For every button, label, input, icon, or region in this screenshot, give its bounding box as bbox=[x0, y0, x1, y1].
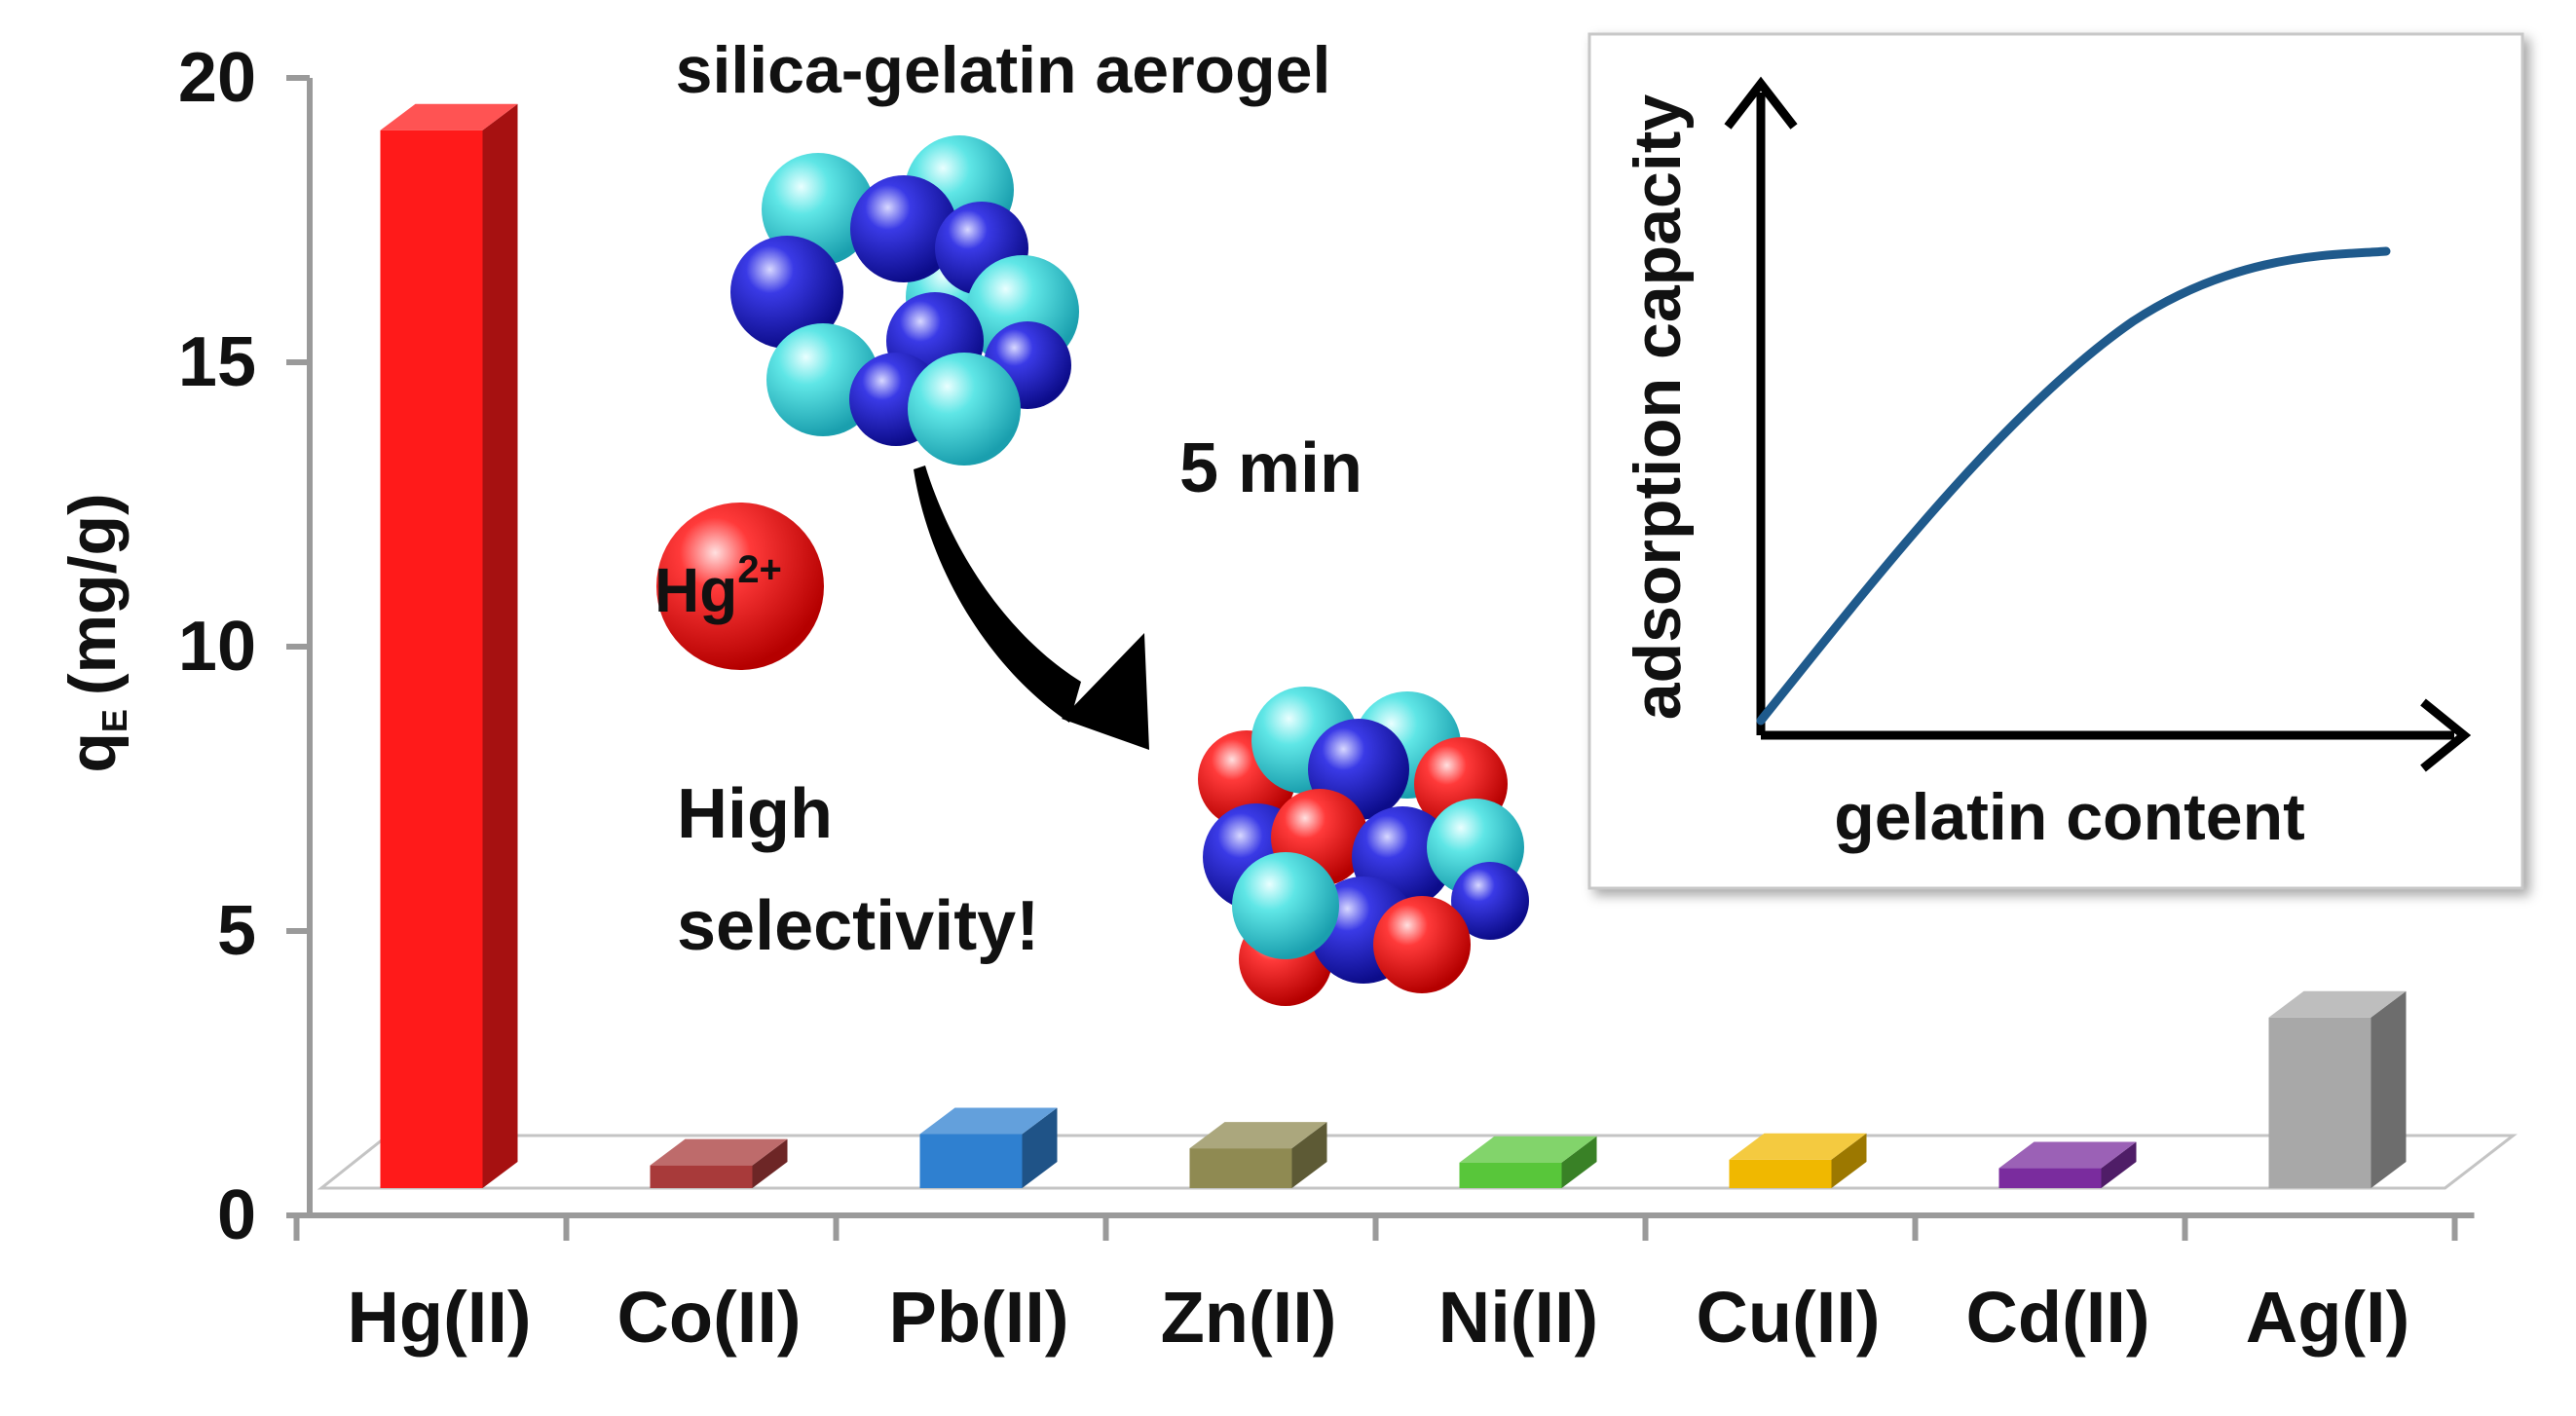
bar-top bbox=[1729, 1133, 1867, 1160]
hg-ion-symbol: Hg bbox=[654, 555, 737, 625]
x-tick-label: Hg(II) bbox=[347, 1277, 531, 1358]
axes: 0 5 10 15 20 bbox=[178, 39, 2518, 1254]
category-labels: Hg(II) Co(II) Pb(II) Zn(II) Ni(II) Cu(II) Cd(I… bbox=[347, 1277, 2409, 1358]
time-label: 5 min bbox=[1179, 429, 1363, 507]
hg-ion-label: Hg2+ bbox=[654, 548, 782, 625]
bar-side bbox=[1291, 1122, 1327, 1188]
x-tick-label: Cd(II) bbox=[1965, 1277, 2149, 1358]
bar-front bbox=[1729, 1159, 1832, 1188]
bar-Cd(II) bbox=[1998, 1141, 2137, 1188]
hg-ion: Hg2+ bbox=[654, 503, 824, 670]
bar-front bbox=[1459, 1162, 1562, 1188]
bar-side bbox=[482, 103, 518, 1188]
bars bbox=[380, 103, 2407, 1188]
blue-sphere bbox=[1451, 862, 1529, 940]
bar-Ag(I) bbox=[2268, 990, 2407, 1188]
y-axis-label-symbol: q bbox=[56, 732, 130, 773]
inset-frame bbox=[1587, 32, 2524, 890]
arrow-body bbox=[914, 466, 1081, 723]
x-tick-label: Ni(II) bbox=[1438, 1277, 1598, 1358]
bar-Zn(II) bbox=[1189, 1122, 1327, 1188]
bar-front bbox=[919, 1134, 1023, 1188]
hg-ion-sphere bbox=[656, 503, 824, 670]
bar-side bbox=[1022, 1107, 1058, 1188]
cyan-sphere bbox=[1232, 852, 1339, 959]
y-tick-label: 20 bbox=[178, 39, 256, 117]
inset-chart: gelatin content adsorption capacity bbox=[1587, 32, 2524, 890]
bar-front bbox=[380, 130, 483, 1188]
bar-front bbox=[2268, 1017, 2371, 1188]
inset-curve bbox=[1756, 246, 2391, 726]
bar-Cu(II) bbox=[1729, 1133, 1867, 1188]
blue-sphere bbox=[730, 236, 843, 349]
x-tick-label: Pb(II) bbox=[889, 1277, 1069, 1358]
bar-Co(II) bbox=[650, 1138, 788, 1188]
bar-Hg(II) bbox=[380, 103, 518, 1188]
aerogel-hg-cluster-icon bbox=[1198, 687, 1529, 1006]
y-tick-label: 5 bbox=[217, 892, 256, 970]
y-axis-label-unit: (mg/g) bbox=[56, 493, 130, 695]
inset-x-arrow-icon bbox=[2420, 698, 2472, 772]
bar-side bbox=[752, 1138, 788, 1188]
bar-side bbox=[2371, 990, 2407, 1188]
y-axis-label-subscript: E bbox=[94, 709, 134, 732]
x-tick-label: Co(II) bbox=[616, 1277, 801, 1358]
bar-top bbox=[1998, 1141, 2137, 1169]
bar-side bbox=[2101, 1141, 2137, 1188]
bar-top bbox=[919, 1107, 1058, 1135]
y-axis-label: qE (mg/g) bbox=[56, 493, 134, 772]
bar-top bbox=[1189, 1122, 1327, 1149]
curved-arrow-icon bbox=[914, 466, 1149, 750]
bar-front bbox=[1998, 1168, 2102, 1188]
bar-front bbox=[1189, 1148, 1292, 1188]
bar-top bbox=[650, 1138, 788, 1166]
inset-x-label: gelatin content bbox=[1834, 780, 2305, 854]
bar-front bbox=[650, 1165, 753, 1188]
cyan-sphere bbox=[908, 353, 1021, 466]
x-tick-label: Ag(I) bbox=[2246, 1277, 2410, 1358]
bar-Pb(II) bbox=[919, 1107, 1058, 1188]
aerogel-label: silica-gelatin aerogel bbox=[676, 33, 1331, 107]
inset-y-label: adsorption capacity bbox=[1621, 94, 1695, 721]
bar-Ni(II) bbox=[1459, 1136, 1597, 1188]
blue-sphere bbox=[850, 175, 957, 282]
red-sphere bbox=[1373, 896, 1471, 993]
x-tick-label: Cu(II) bbox=[1696, 1277, 1880, 1358]
selectivity-text-line2: selectivity! bbox=[677, 887, 1039, 965]
y-tick-label: 10 bbox=[178, 608, 256, 686]
arrow-head bbox=[1062, 633, 1149, 750]
y-tick-label: 15 bbox=[178, 323, 256, 401]
aerogel-cluster-icon bbox=[730, 135, 1079, 466]
bar-top bbox=[1459, 1136, 1597, 1163]
bar-top bbox=[2268, 990, 2407, 1018]
hg-ion-charge: 2+ bbox=[737, 548, 782, 591]
bar-top bbox=[380, 103, 518, 130]
x-tick-label: Zn(II) bbox=[1161, 1277, 1337, 1358]
bar-side bbox=[1561, 1136, 1597, 1188]
bar-side bbox=[1831, 1133, 1867, 1188]
inset-y-arrow-icon bbox=[1724, 76, 1798, 130]
y-tick-label: 0 bbox=[217, 1176, 256, 1254]
selectivity-text-line1: High bbox=[677, 775, 833, 853]
